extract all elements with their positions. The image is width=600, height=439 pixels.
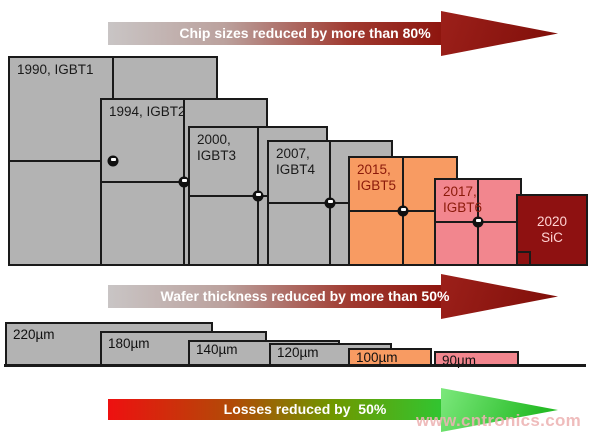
cross-center-circle-icon: [252, 190, 264, 202]
wafer-bar-label: 140µm: [196, 342, 238, 357]
watermark: www.cntronics.com: [416, 411, 582, 430]
losses-arrow-label: Losses reduced by 50%: [223, 401, 387, 417]
losses-arrow-body: [108, 399, 442, 420]
cross-center-circle-icon: [397, 205, 409, 217]
wafer-bar-label: 100µm: [356, 350, 398, 365]
wafer-bar-label: 120µm: [277, 345, 319, 360]
losses-arrow: Losses reduced by 50%: [108, 388, 558, 432]
chip-generation-2020: 2020 SiC: [516, 194, 588, 266]
chip-generation-label: 2020 SiC: [536, 214, 568, 245]
wafer-bar-label: 220µm: [13, 327, 55, 342]
chip-generation-2017: 2017, IGBT6: [434, 178, 522, 266]
wafer-baseline: [4, 364, 586, 367]
wafer-bar-label: 180µm: [108, 336, 150, 351]
chip-generation-label: 1994, IGBT2: [109, 104, 186, 119]
chip-sizes-arrow: Chip sizes reduced by more than 80%: [108, 11, 558, 56]
chip-generation-label: 2007, IGBT4: [276, 146, 316, 177]
wafer-bar-100um: 100µm: [348, 348, 432, 367]
chip-sizes-arrow-label: Chip sizes reduced by more than 80%: [179, 25, 431, 41]
sic-chip-corner-square: [516, 251, 531, 266]
chip-generation-label: 1990, IGBT1: [17, 62, 94, 77]
chip-generation-label: 2000, IGBT3: [197, 132, 237, 163]
wafer-thickness-arrow-label: Wafer thickness reduced by more than 50%: [160, 288, 450, 304]
cross-center-circle-icon: [472, 216, 484, 228]
cross-center-circle-icon: [178, 176, 190, 188]
wafer-bar-label: 90µm: [442, 353, 477, 368]
wafer-thickness-arrow: Wafer thickness reduced by more than 50%: [108, 274, 558, 319]
chip-generation-label: 2015, IGBT5: [357, 162, 397, 193]
cross-center-circle-icon: [324, 197, 336, 209]
wafer-thickness-arrow-body: [108, 285, 442, 308]
chip-generation-label: 2017, IGBT6: [443, 184, 483, 215]
cross-center-circle-icon: [107, 155, 119, 167]
chip-sizes-arrow-body: [108, 22, 442, 45]
